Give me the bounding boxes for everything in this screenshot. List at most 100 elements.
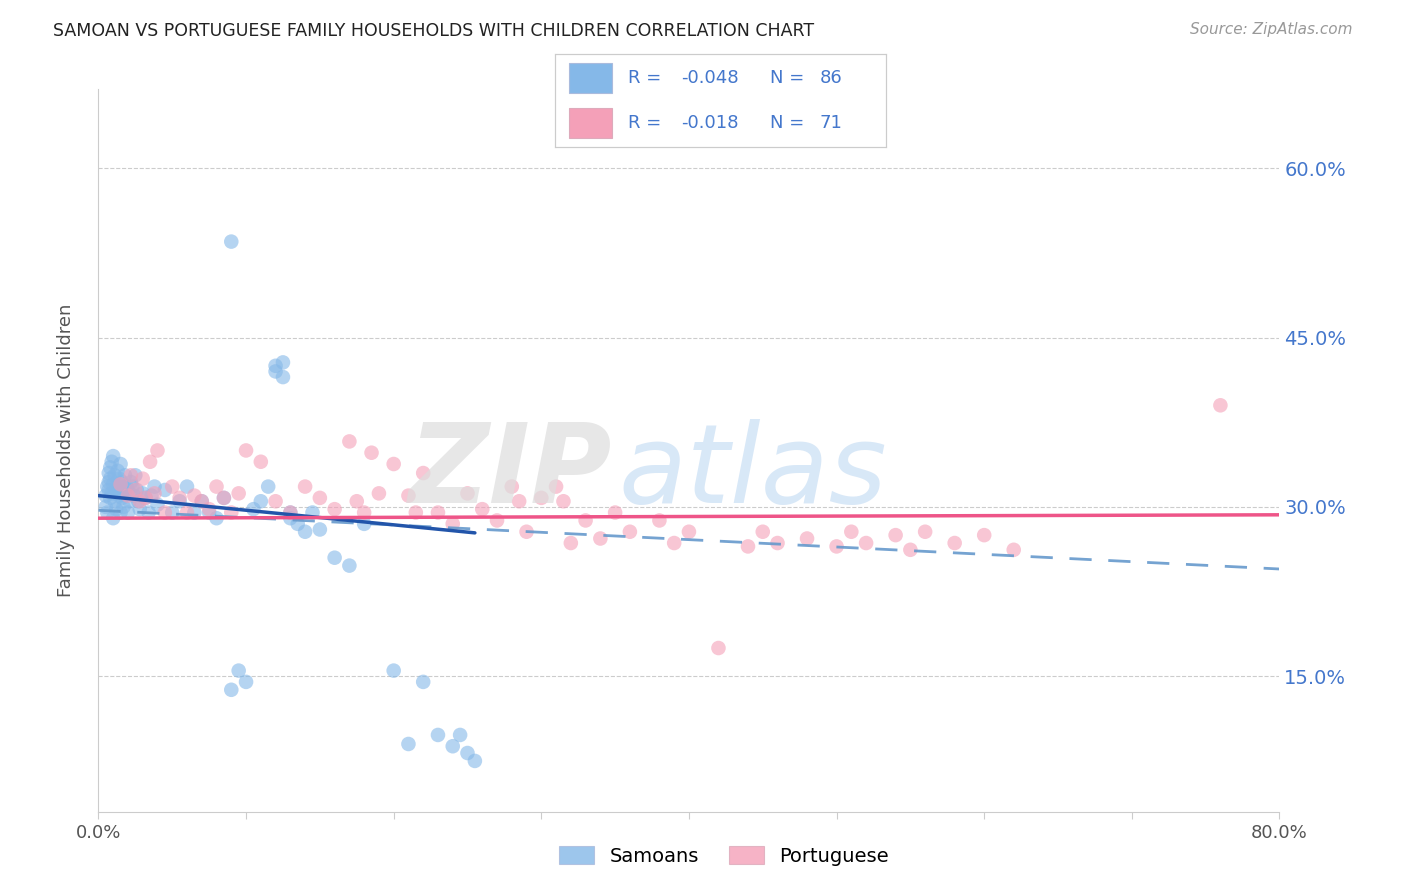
Point: [323, 550, 346, 565]
Point: [103, 511, 125, 525]
Point: [398, 737, 420, 751]
Point: [183, 489, 205, 503]
Point: [678, 524, 700, 539]
Point: [271, 370, 294, 384]
Point: [914, 524, 936, 539]
Point: [427, 506, 450, 520]
Point: [153, 506, 176, 520]
Point: [353, 516, 375, 531]
Point: [143, 480, 166, 494]
Point: [346, 494, 368, 508]
Text: ZIP: ZIP: [409, 418, 612, 525]
Point: [100, 455, 122, 469]
Text: 71: 71: [820, 114, 842, 132]
Text: Source: ZipAtlas.com: Source: ZipAtlas.com: [1189, 22, 1353, 37]
Point: [264, 364, 287, 378]
Point: [900, 542, 922, 557]
Point: [94, 489, 117, 503]
Point: [382, 664, 405, 678]
Point: [619, 524, 641, 539]
Point: [648, 513, 671, 527]
Point: [128, 494, 150, 508]
Point: [120, 475, 142, 489]
Point: [752, 524, 775, 539]
Point: [107, 480, 129, 494]
Point: [398, 489, 420, 503]
Point: [501, 480, 523, 494]
Point: [110, 457, 132, 471]
Point: [212, 491, 235, 505]
Point: [884, 528, 907, 542]
Point: [110, 480, 132, 494]
Point: [122, 489, 145, 503]
Point: [228, 486, 250, 500]
Point: [441, 516, 464, 531]
Point: [114, 468, 136, 483]
Point: [132, 472, 155, 486]
Point: [117, 506, 139, 520]
Point: [441, 739, 464, 754]
Text: -0.018: -0.018: [681, 114, 738, 132]
Point: [546, 480, 568, 494]
Text: -0.048: -0.048: [681, 69, 738, 87]
Point: [825, 540, 848, 554]
Point: [105, 483, 128, 497]
Point: [176, 480, 198, 494]
Point: [412, 674, 434, 689]
Point: [855, 536, 877, 550]
Point: [560, 536, 582, 550]
Point: [323, 502, 346, 516]
Point: [118, 494, 141, 508]
Point: [737, 540, 759, 554]
Point: [198, 506, 221, 520]
Point: [141, 489, 163, 503]
Point: [943, 536, 966, 550]
Point: [96, 480, 118, 494]
Point: [103, 449, 125, 463]
Text: N =: N =: [770, 114, 810, 132]
Point: [110, 477, 132, 491]
Point: [457, 486, 479, 500]
Point: [294, 480, 316, 494]
Point: [221, 235, 243, 249]
Point: [121, 480, 143, 494]
Point: [664, 536, 686, 550]
Point: [250, 494, 273, 508]
Point: [471, 502, 494, 516]
Point: [112, 483, 135, 497]
Point: [139, 455, 162, 469]
Point: [287, 516, 309, 531]
Point: [264, 359, 287, 373]
Point: [115, 480, 138, 494]
Point: [212, 491, 235, 505]
Point: [128, 502, 150, 516]
Text: SAMOAN VS PORTUGUESE FAMILY HOUSEHOLDS WITH CHILDREN CORRELATION CHART: SAMOAN VS PORTUGUESE FAMILY HOUSEHOLDS W…: [53, 22, 814, 40]
Point: [117, 483, 139, 497]
Point: [125, 483, 148, 497]
Point: [427, 728, 450, 742]
Point: [605, 506, 627, 520]
Point: [191, 494, 214, 508]
Point: [97, 483, 120, 497]
FancyBboxPatch shape: [568, 63, 612, 93]
Point: [264, 494, 287, 508]
Point: [707, 640, 730, 655]
Point: [530, 491, 553, 505]
Point: [221, 682, 243, 697]
Point: [110, 506, 132, 520]
Point: [257, 480, 280, 494]
Point: [575, 513, 598, 527]
Point: [105, 502, 128, 516]
Point: [280, 511, 302, 525]
Point: [294, 524, 316, 539]
Point: [153, 483, 176, 497]
Point: [108, 489, 131, 503]
Point: [112, 500, 135, 514]
Point: [235, 443, 257, 458]
Point: [242, 502, 264, 516]
Point: [1209, 398, 1232, 412]
Point: [98, 491, 121, 505]
Point: [235, 674, 257, 689]
Point: [766, 536, 789, 550]
Point: [135, 491, 157, 505]
